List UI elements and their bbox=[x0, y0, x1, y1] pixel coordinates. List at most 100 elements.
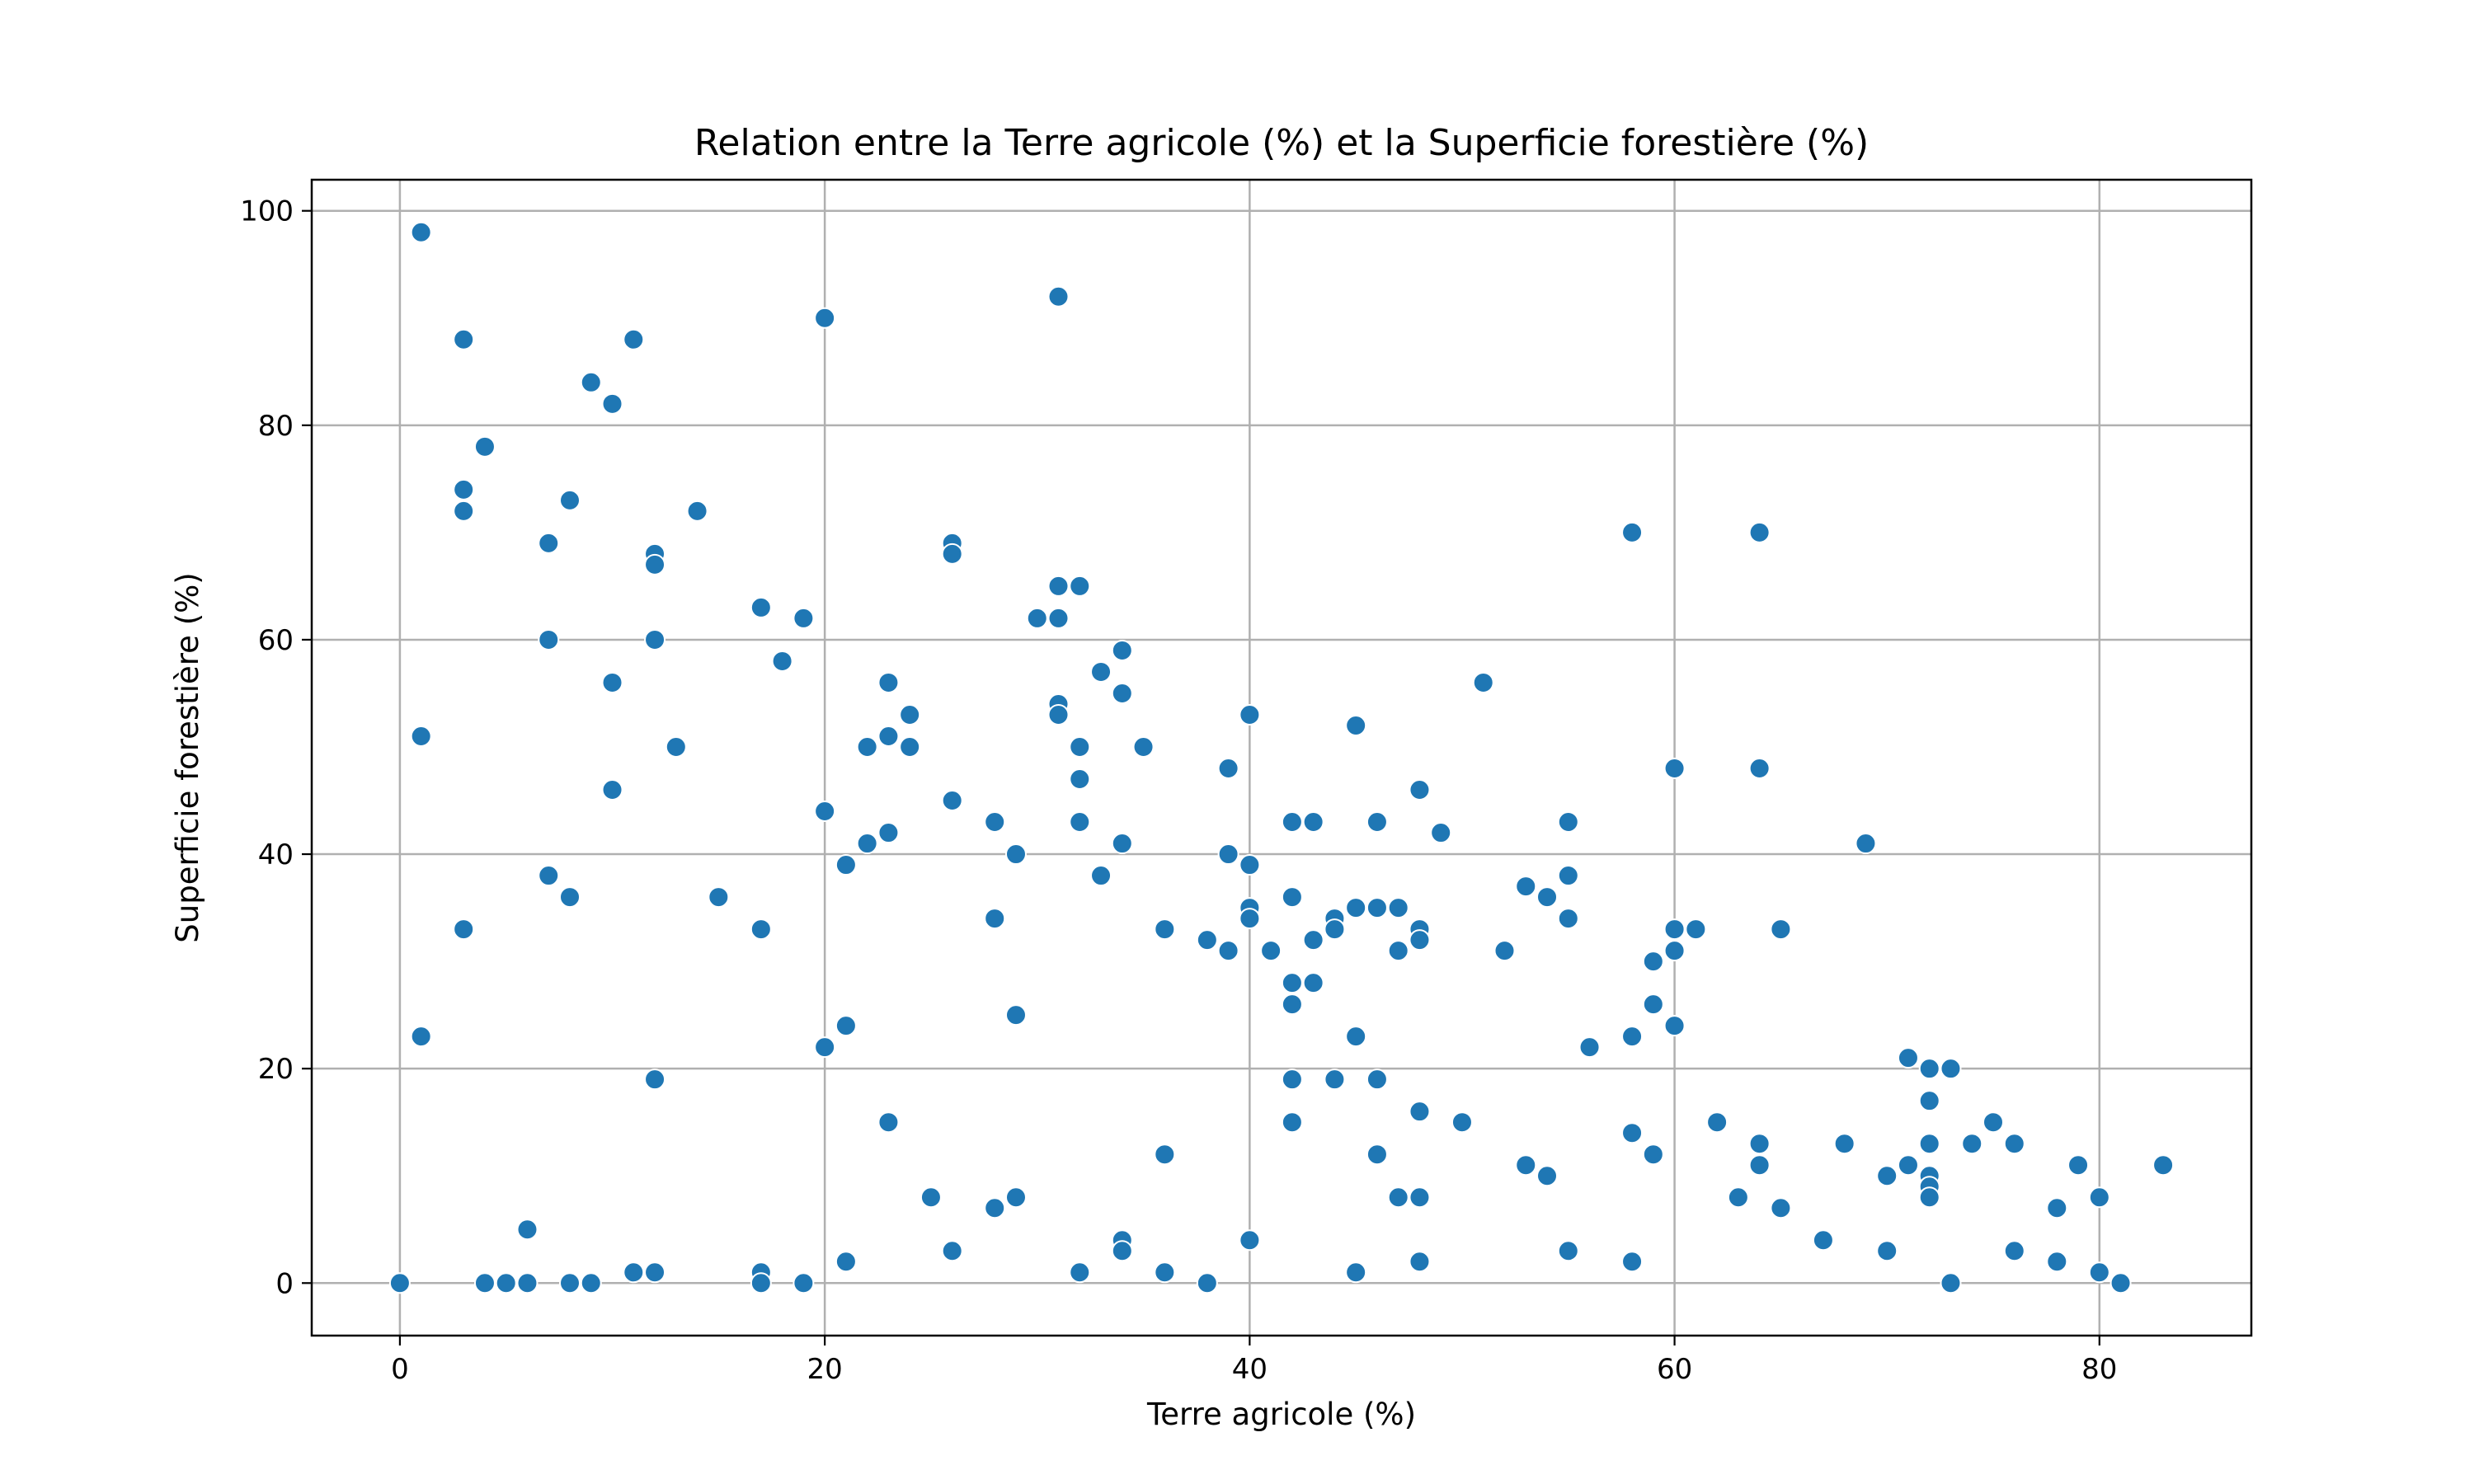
scatter-point bbox=[1239, 703, 1261, 726]
scatter-point bbox=[1536, 886, 1559, 909]
y-tick-label: 80 bbox=[258, 410, 294, 443]
scatter-point bbox=[1281, 993, 1303, 1016]
scatter-point bbox=[1727, 1186, 1749, 1209]
y-tick-label: 60 bbox=[258, 624, 294, 657]
scatter-point bbox=[1409, 1186, 1431, 1209]
scatter-point bbox=[1069, 811, 1091, 834]
data-points bbox=[388, 221, 2175, 1294]
scatter-point bbox=[644, 628, 666, 650]
scatter-point bbox=[2003, 1240, 2025, 1262]
scatter-point bbox=[1302, 811, 1324, 834]
scatter-point bbox=[856, 833, 878, 855]
scatter-point bbox=[1302, 929, 1324, 951]
scatter-point bbox=[877, 822, 900, 844]
scatter-point bbox=[1642, 1144, 1664, 1166]
scatter-point bbox=[686, 500, 708, 522]
scatter-point bbox=[1621, 1026, 1644, 1048]
scatter-point bbox=[1004, 1004, 1027, 1026]
scatter-point bbox=[1387, 940, 1409, 962]
scatter-point bbox=[899, 735, 921, 758]
scatter-point bbox=[453, 478, 475, 500]
y-tick-label: 40 bbox=[258, 838, 294, 871]
scatter-point bbox=[1217, 843, 1239, 866]
scatter-point bbox=[1302, 972, 1324, 994]
scatter-point bbox=[1812, 1229, 1834, 1252]
x-tick-label: 40 bbox=[1232, 1353, 1268, 1386]
scatter-point bbox=[1196, 929, 1218, 951]
scatter-point bbox=[1004, 1186, 1027, 1209]
scatter-point bbox=[1047, 575, 1070, 597]
scatter-point bbox=[1345, 714, 1367, 736]
scatter-point bbox=[1493, 940, 1516, 962]
scatter-point bbox=[644, 553, 666, 575]
scatter-point bbox=[1069, 1261, 1091, 1284]
scatter-point bbox=[1047, 285, 1070, 308]
scatter-point bbox=[2109, 1272, 2132, 1294]
scatter-point bbox=[1748, 521, 1771, 543]
scatter-point bbox=[388, 1272, 411, 1294]
scatter-point bbox=[793, 1272, 815, 1294]
scatter-point bbox=[1111, 682, 1133, 704]
scatter-point bbox=[1345, 1261, 1367, 1284]
x-tick-label: 0 bbox=[391, 1353, 409, 1386]
scatter-point bbox=[856, 735, 878, 758]
scatter-point bbox=[644, 1068, 666, 1091]
scatter-point bbox=[1663, 1015, 1686, 1037]
scatter-point bbox=[1069, 768, 1091, 791]
scatter-point bbox=[1876, 1240, 1898, 1262]
scatter-point bbox=[877, 725, 900, 747]
scatter-point bbox=[1557, 908, 1579, 930]
x-tick-label: 80 bbox=[2081, 1353, 2117, 1386]
scatter-point bbox=[473, 1272, 496, 1294]
scatter-point bbox=[1387, 897, 1409, 919]
scatter-point bbox=[1897, 1047, 1919, 1069]
scatter-point bbox=[750, 918, 772, 941]
scatter-point bbox=[1047, 607, 1070, 629]
scatter-point bbox=[495, 1272, 517, 1294]
scatter-point bbox=[1260, 940, 1282, 962]
scatter-point bbox=[1069, 575, 1091, 597]
scatter-point bbox=[1515, 876, 1537, 898]
scatter-point bbox=[1090, 660, 1112, 683]
scatter-point bbox=[410, 221, 432, 243]
scatter-point bbox=[1366, 811, 1388, 834]
scatter-point bbox=[941, 542, 963, 565]
scatter-point bbox=[1345, 897, 1367, 919]
scatter-point bbox=[1940, 1272, 1962, 1294]
scatter-point bbox=[1557, 865, 1579, 887]
scatter-point bbox=[665, 735, 687, 758]
scatter-point bbox=[1663, 758, 1686, 780]
scatter-point bbox=[644, 1261, 666, 1284]
scatter-point bbox=[1706, 1111, 1729, 1134]
scatter-point bbox=[1026, 607, 1048, 629]
scatter-point bbox=[516, 1219, 539, 1241]
scatter-point bbox=[984, 1197, 1006, 1219]
scatter-point bbox=[1918, 1058, 1940, 1080]
scatter-point bbox=[1324, 918, 1346, 941]
scatter-point bbox=[410, 725, 432, 747]
scatter-point bbox=[623, 328, 645, 350]
scatter-point bbox=[1748, 1133, 1771, 1155]
scatter-point bbox=[1239, 908, 1261, 930]
scatter-point bbox=[1961, 1133, 1983, 1155]
scatter-point bbox=[793, 607, 815, 629]
y-tick-label: 20 bbox=[258, 1053, 294, 1086]
scatter-point bbox=[601, 779, 623, 801]
y-axis-label: Superficie forestière (%) bbox=[170, 572, 205, 942]
scatter-point bbox=[1409, 1251, 1431, 1273]
scatter-point bbox=[1366, 897, 1388, 919]
x-tick-label: 60 bbox=[1657, 1353, 1692, 1386]
scatter-point bbox=[1855, 833, 1877, 855]
scatter-point bbox=[1918, 1133, 1940, 1155]
scatter-point bbox=[2067, 1154, 2090, 1176]
scatter-point bbox=[1111, 1240, 1133, 1262]
scatter-point bbox=[538, 532, 560, 554]
scatter-point bbox=[1111, 833, 1133, 855]
scatter-point bbox=[1897, 1154, 1919, 1176]
scatter-point bbox=[453, 500, 475, 522]
y-tick-label: 0 bbox=[275, 1267, 294, 1300]
scatter-point bbox=[1621, 1251, 1644, 1273]
x-tick-label: 20 bbox=[807, 1353, 843, 1386]
scatter-point bbox=[2046, 1251, 2068, 1273]
